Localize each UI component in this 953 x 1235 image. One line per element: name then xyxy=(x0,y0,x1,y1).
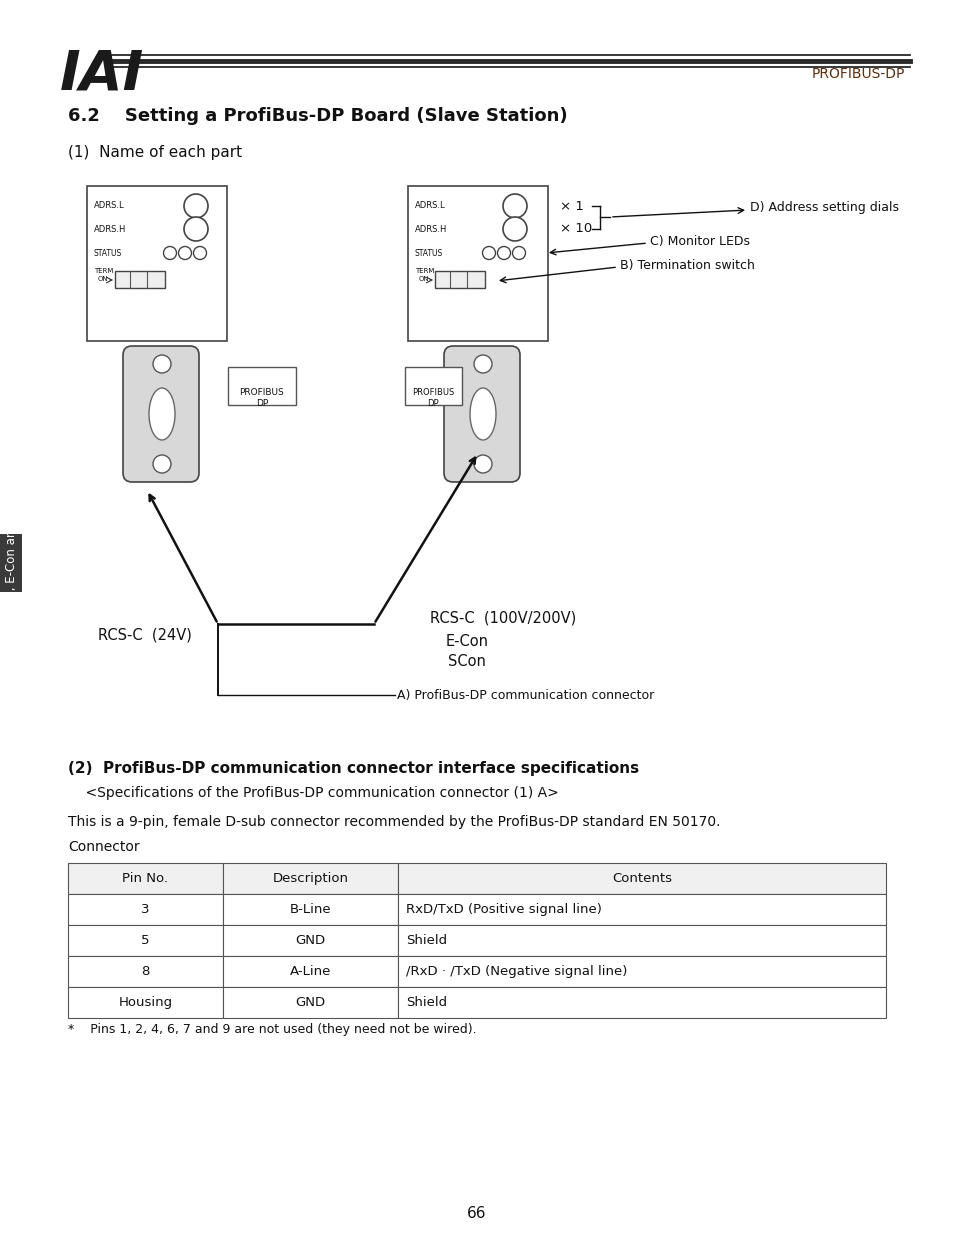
Circle shape xyxy=(152,454,171,473)
Circle shape xyxy=(497,247,510,259)
Bar xyxy=(223,987,397,1018)
Circle shape xyxy=(163,247,176,259)
Text: 3: 3 xyxy=(141,903,150,916)
Text: ON: ON xyxy=(98,275,109,282)
Text: D) Address setting dials: D) Address setting dials xyxy=(749,200,898,214)
Text: RCS-C  (100V/200V): RCS-C (100V/200V) xyxy=(430,610,576,625)
Bar xyxy=(397,925,885,956)
Bar xyxy=(223,956,397,987)
Text: GND: GND xyxy=(295,934,325,947)
Bar xyxy=(435,270,484,288)
Bar xyxy=(408,186,547,341)
Bar xyxy=(68,956,223,987)
Text: 6. RCS-C, E-Con and SCON: 6. RCS-C, E-Con and SCON xyxy=(5,485,17,641)
Text: C) Monitor LEDs: C) Monitor LEDs xyxy=(649,235,749,247)
Text: TERM: TERM xyxy=(94,268,113,274)
Text: 66: 66 xyxy=(467,1205,486,1220)
Text: × 1: × 1 xyxy=(559,200,583,212)
Bar xyxy=(397,987,885,1018)
Text: 6.2    Setting a ProfiBus-DP Board (Slave Station): 6.2 Setting a ProfiBus-DP Board (Slave S… xyxy=(68,107,567,125)
Bar xyxy=(228,367,295,405)
Bar xyxy=(405,367,461,405)
Text: PROFIBUS
DP: PROFIBUS DP xyxy=(239,388,284,408)
Circle shape xyxy=(178,247,192,259)
Text: SCon: SCon xyxy=(448,655,485,669)
Bar xyxy=(397,863,885,894)
Text: A-Line: A-Line xyxy=(290,965,331,978)
Bar xyxy=(68,987,223,1018)
Text: × 10: × 10 xyxy=(559,222,592,236)
Text: PROFIBUS-DP: PROFIBUS-DP xyxy=(811,67,904,82)
Circle shape xyxy=(512,247,525,259)
Text: ADRS.H: ADRS.H xyxy=(94,225,126,233)
Text: *    Pins 1, 2, 4, 6, 7 and 9 are not used (they need not be wired).: * Pins 1, 2, 4, 6, 7 and 9 are not used … xyxy=(68,1024,476,1036)
Bar xyxy=(87,186,227,341)
Text: GND: GND xyxy=(295,995,325,1009)
Text: Shield: Shield xyxy=(406,995,447,1009)
Text: <Specifications of the ProfiBus-DP communication connector (1) A>: <Specifications of the ProfiBus-DP commu… xyxy=(68,785,558,800)
Text: (2)  ProfiBus-DP communication connector interface specifications: (2) ProfiBus-DP communication connector … xyxy=(68,761,639,776)
Circle shape xyxy=(474,454,492,473)
Text: This is a 9-pin, female D-sub connector recommended by the ProfiBus-DP standard : This is a 9-pin, female D-sub connector … xyxy=(68,815,720,829)
Circle shape xyxy=(152,354,171,373)
Text: RxD/TxD (Positive signal line): RxD/TxD (Positive signal line) xyxy=(406,903,601,916)
Text: Housing: Housing xyxy=(118,995,172,1009)
Bar xyxy=(68,863,223,894)
Text: (1)  Name of each part: (1) Name of each part xyxy=(68,144,242,159)
Bar xyxy=(68,894,223,925)
Circle shape xyxy=(193,247,206,259)
Bar xyxy=(397,956,885,987)
Bar xyxy=(0,534,22,592)
Ellipse shape xyxy=(470,388,496,440)
Circle shape xyxy=(502,194,526,219)
Text: STATUS: STATUS xyxy=(415,248,443,258)
Text: A) ProfiBus-DP communication connector: A) ProfiBus-DP communication connector xyxy=(396,688,654,701)
Bar xyxy=(397,894,885,925)
Circle shape xyxy=(474,354,492,373)
Bar xyxy=(223,925,397,956)
Ellipse shape xyxy=(149,388,174,440)
Text: /RxD · /TxD (Negative signal line): /RxD · /TxD (Negative signal line) xyxy=(406,965,627,978)
Text: Pin No.: Pin No. xyxy=(122,872,169,885)
Bar xyxy=(68,925,223,956)
Bar xyxy=(115,270,165,288)
Text: ON: ON xyxy=(418,275,429,282)
Circle shape xyxy=(184,194,208,219)
Text: PROFIBUS
DP: PROFIBUS DP xyxy=(412,388,454,408)
Bar xyxy=(223,894,397,925)
Bar xyxy=(223,863,397,894)
Text: B-Line: B-Line xyxy=(290,903,331,916)
Text: ADRS.L: ADRS.L xyxy=(415,201,445,210)
Text: Connector: Connector xyxy=(68,840,139,853)
Text: RCS-C  (24V): RCS-C (24V) xyxy=(98,627,192,642)
Text: B) Termination switch: B) Termination switch xyxy=(619,258,754,272)
Text: ADRS.L: ADRS.L xyxy=(94,201,125,210)
Text: Contents: Contents xyxy=(612,872,671,885)
Text: ADRS.H: ADRS.H xyxy=(415,225,447,233)
Text: TERM: TERM xyxy=(415,268,434,274)
Text: 8: 8 xyxy=(141,965,150,978)
Text: STATUS: STATUS xyxy=(94,248,122,258)
Circle shape xyxy=(184,217,208,241)
Text: E-Con: E-Con xyxy=(445,634,488,648)
Text: IAI: IAI xyxy=(60,47,144,101)
FancyBboxPatch shape xyxy=(123,346,199,482)
Text: 5: 5 xyxy=(141,934,150,947)
Circle shape xyxy=(502,217,526,241)
Text: Shield: Shield xyxy=(406,934,447,947)
Circle shape xyxy=(482,247,495,259)
FancyBboxPatch shape xyxy=(443,346,519,482)
Text: Description: Description xyxy=(273,872,348,885)
